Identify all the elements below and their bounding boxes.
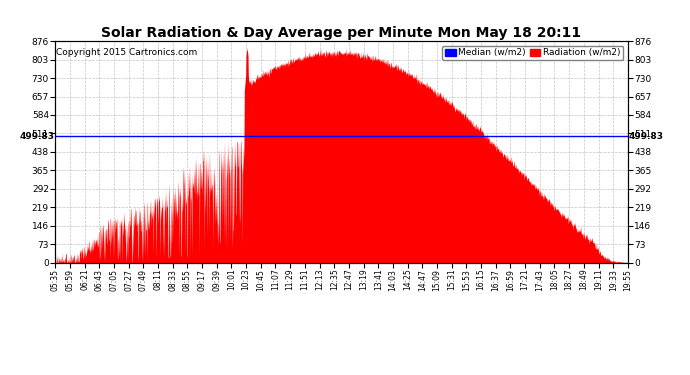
Text: Copyright 2015 Cartronics.com: Copyright 2015 Cartronics.com <box>56 48 197 57</box>
Text: 499.83: 499.83 <box>19 132 55 141</box>
Legend: Median (w/m2), Radiation (w/m2): Median (w/m2), Radiation (w/m2) <box>442 46 623 60</box>
Title: Solar Radiation & Day Average per Minute Mon May 18 20:11: Solar Radiation & Day Average per Minute… <box>101 26 582 40</box>
Text: 499.83: 499.83 <box>629 132 664 141</box>
